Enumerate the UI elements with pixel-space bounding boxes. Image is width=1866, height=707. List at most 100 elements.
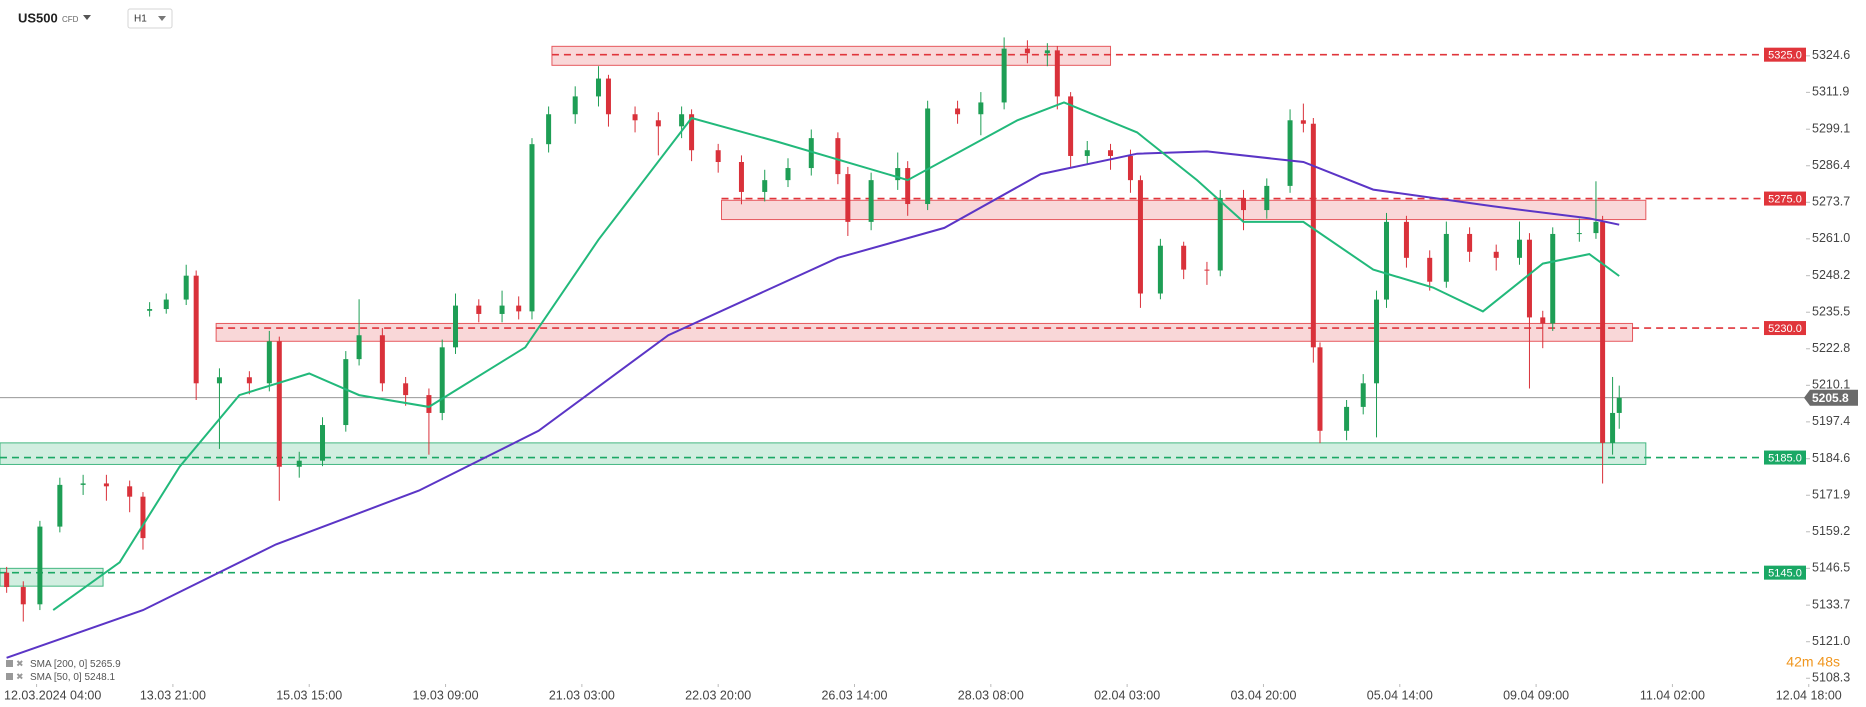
level-label: 5145.0 <box>1768 568 1802 580</box>
legend-entry: SMA [50, 0] 5248.1 <box>30 672 116 683</box>
x-tick-label: 12.04 18:00 <box>1776 688 1842 702</box>
candle-body <box>529 144 535 312</box>
level-label-box <box>1764 47 1806 62</box>
timeframe-box[interactable] <box>127 8 173 29</box>
sma-line <box>6 150 1620 659</box>
y-tick-label: 5133.7 <box>1812 597 1850 611</box>
candle-body <box>1108 150 1114 156</box>
candle-body <box>738 162 744 192</box>
candle-body <box>605 78 611 115</box>
level-label-box <box>1764 191 1806 206</box>
candle-body <box>403 383 409 396</box>
y-tick-label: 5324.6 <box>1812 48 1850 62</box>
y-tick-label: 5146.5 <box>1812 561 1850 575</box>
instrument-kind: CFD <box>62 15 79 24</box>
current-price: 5205.8 <box>1812 391 1849 405</box>
candle-body <box>715 150 721 163</box>
x-tick-label: 03.04 20:00 <box>1230 688 1296 702</box>
candle-body <box>246 377 252 384</box>
candle-body <box>57 484 63 527</box>
symbol[interactable]: US500 <box>18 10 58 25</box>
y-tick-label: 5311.9 <box>1812 85 1849 99</box>
timeframe[interactable]: H1 <box>134 14 147 25</box>
candle-body <box>80 483 86 485</box>
candle-body <box>572 96 578 115</box>
candle-body <box>516 305 522 312</box>
level-label: 5325.0 <box>1768 50 1802 62</box>
level-zone <box>551 45 1112 66</box>
candle-body <box>632 114 638 121</box>
x-tick-label: 13.03 21:00 <box>140 688 206 702</box>
candle-body <box>453 305 459 348</box>
candle-body <box>296 460 302 467</box>
candle-body <box>1241 197 1247 211</box>
y-tick-label: 5248.2 <box>1812 268 1850 282</box>
candle-body <box>1576 233 1582 235</box>
candle-body <box>4 572 10 588</box>
candle-body <box>1427 257 1433 282</box>
candle-body <box>1344 406 1350 431</box>
candle-body <box>868 180 874 222</box>
candle-body <box>546 114 552 145</box>
zones: 5325.0 5275.0 5230.0 5185.0 5145.0 <box>0 45 1806 587</box>
candle-body <box>1054 50 1060 97</box>
candle-body <box>595 78 601 97</box>
y-tick-label: 5286.4 <box>1812 158 1850 172</box>
x-tick-label: 28.03 08:00 <box>958 688 1024 702</box>
y-tick-label: 5108.3 <box>1812 671 1850 685</box>
candle-body <box>845 174 851 222</box>
candle-body <box>762 180 768 192</box>
candle-body <box>266 341 272 384</box>
candle-body <box>183 275 189 300</box>
candle-body <box>476 305 482 314</box>
candle-body <box>127 486 133 497</box>
candle-body <box>1360 383 1366 407</box>
y-tick-label: 5235.5 <box>1812 305 1850 319</box>
candle-body <box>320 425 326 461</box>
level-zone <box>215 322 1634 342</box>
level-label-box <box>1764 450 1806 465</box>
candle-body <box>1044 50 1050 54</box>
candle-body <box>785 168 791 181</box>
candle-body <box>103 483 109 487</box>
x-tick-label: 21.03 03:00 <box>549 688 615 702</box>
legend-icon <box>6 660 13 667</box>
timeframe-dropdown[interactable] <box>158 16 166 21</box>
candles <box>4 37 1622 622</box>
candle-body <box>905 168 911 205</box>
legend-value: 5265.9 <box>90 659 121 670</box>
candle-body <box>343 359 349 426</box>
candle-body <box>689 114 695 151</box>
x-tick-label: 22.03 20:00 <box>685 688 751 702</box>
candle-body <box>1403 221 1409 258</box>
candle-body <box>1287 120 1293 186</box>
candle-body <box>1181 245 1187 270</box>
candle-body <box>1550 233 1556 324</box>
level-zone <box>0 442 1647 465</box>
candle-body <box>1204 269 1210 271</box>
y-tick-label: 5197.4 <box>1812 414 1850 428</box>
candle-body <box>679 114 685 127</box>
y-tick-label: 5299.1 <box>1812 122 1850 136</box>
y-tick-label: 5171.9 <box>1812 488 1850 502</box>
candle-body <box>808 138 814 169</box>
x-tick-label: 11.04 02:00 <box>1640 688 1705 702</box>
candle-body <box>1540 317 1546 324</box>
x-tick-label: 15.03 15:00 <box>276 688 342 702</box>
legend-entry: SMA [200, 0] 5265.9 <box>30 659 121 670</box>
candle-body <box>895 168 901 181</box>
candle-body <box>1217 197 1223 271</box>
candle-body <box>1616 397 1622 413</box>
x-tick-label: 09.04 09:00 <box>1503 688 1569 702</box>
candle-body <box>1600 221 1606 443</box>
sma-line <box>52 101 1620 611</box>
level-label-box <box>1764 321 1806 336</box>
symbol-dropdown[interactable] <box>83 15 91 20</box>
candle-body <box>37 526 43 605</box>
candle-body <box>1310 123 1316 348</box>
x-tick-label: 05.04 14:00 <box>1367 688 1433 702</box>
countdown: 42m 48s <box>1786 654 1840 670</box>
candle-body <box>1317 347 1323 431</box>
candle-body <box>276 341 282 467</box>
